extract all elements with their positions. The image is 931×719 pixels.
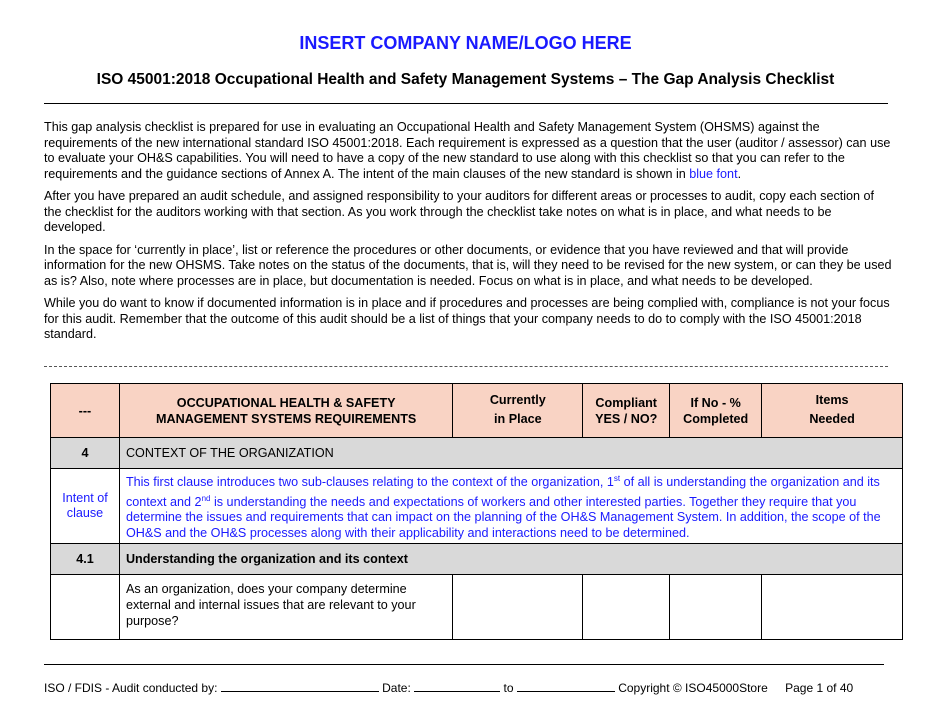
blue-font-text: blue font [689,166,738,181]
compliant-cell[interactable] [582,574,671,641]
currently-in-place-cell[interactable] [452,574,584,641]
intent-label: Intent of clause [50,467,120,545]
intro-text: This gap analysis checklist is prepared … [44,120,891,181]
header-currently-in-place: Currently in Place [452,383,584,438]
intro-paragraph: While you do want to know if documented … [44,296,890,341]
section-number: 4 [50,437,120,469]
intro-paragraph: After you have prepared an audit schedul… [44,189,875,234]
items-needed-cell[interactable] [761,574,903,641]
intro-paragraph: This gap analysis checklist is prepared … [44,120,892,182]
header-requirements: OCCUPATIONAL HEALTH & SAFETY MANAGEMENT S… [118,383,454,438]
percent-completed-cell[interactable] [669,574,763,641]
intent-row: Intent of clause This first clause intro… [50,467,904,545]
header-percent-completed: If No - % Completed [669,383,763,438]
header-compliant: Compliant YES / NO? [582,383,671,438]
intent-text: This first clause introduces two sub-cla… [118,467,904,545]
footer: ISO / FDIS - Audit conducted by: Date: t… [44,680,853,695]
to-label: to [503,681,514,695]
date-from-field[interactable] [414,680,501,692]
gap-analysis-table: --- OCCUPATIONAL HEALTH & SAFETY MANAGEME… [50,383,904,641]
header-items-needed: Items Needed [761,383,903,438]
dashed-divider [44,366,888,367]
auditor-field[interactable] [220,680,379,692]
copyright: Copyright © ISO45000Store [618,681,768,695]
question-text: As an organization, does your company de… [118,574,454,641]
section-row: 4 CONTEXT OF THE ORGANIZATION [50,437,904,469]
audit-label: ISO / FDIS - Audit conducted by: [44,681,218,695]
table-row: As an organization, does your company de… [50,574,903,641]
introduction: This gap analysis checklist is prepared … [44,120,892,350]
page-number: Page 1 of 40 [785,681,854,695]
document-title: ISO 45001:2018 Occupational Health and S… [96,71,835,88]
question-num-cell [50,574,120,641]
date-to-field[interactable] [516,680,615,692]
subsection-number: 4.1 [50,543,120,576]
table-header-row: --- OCCUPATIONAL HEALTH & SAFETY MANAGEME… [50,383,903,438]
footer-divider [44,664,884,665]
subsection-title: Understanding the organization and its c… [118,543,904,576]
company-name-placeholder: INSERT COMPANY NAME/LOGO HERE [299,33,632,53]
section-title: CONTEXT OF THE ORGANIZATION [118,437,904,469]
header-num: --- [50,383,120,438]
intro-paragraph: In the space for ‘currently in place’, l… [44,242,892,288]
date-label: Date: [382,681,411,695]
subsection-row: 4.1 Understanding the organization and i… [50,543,904,576]
divider [44,103,888,104]
intro-text: . [737,166,742,181]
